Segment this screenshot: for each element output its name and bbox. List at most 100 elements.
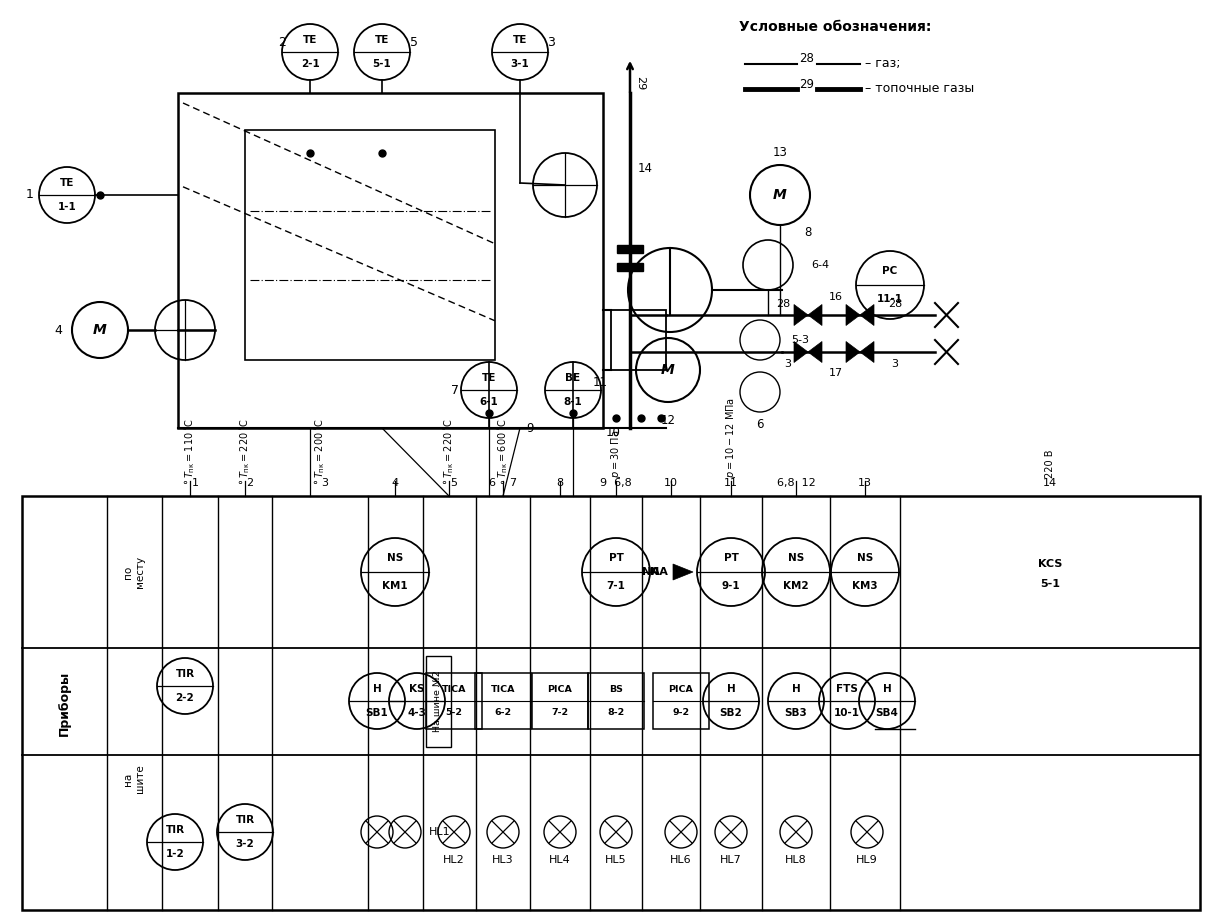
Polygon shape xyxy=(846,342,860,363)
Text: TE: TE xyxy=(513,36,527,45)
Text: $p=10-12$ МПа: $p=10-12$ МПа xyxy=(723,397,738,478)
Text: HL2: HL2 xyxy=(444,855,464,865)
Bar xyxy=(22,496,1200,910)
Text: PT: PT xyxy=(723,553,738,563)
Text: 7-1: 7-1 xyxy=(606,581,626,591)
Text: 3: 3 xyxy=(785,359,792,369)
Text: KM1: KM1 xyxy=(382,581,408,591)
Polygon shape xyxy=(617,245,643,253)
Text: FTS: FTS xyxy=(836,685,858,695)
Text: TE: TE xyxy=(481,373,496,383)
Text: 9: 9 xyxy=(527,421,534,434)
Text: На шине №2: На шине №2 xyxy=(434,670,442,732)
Text: $\circ$ 1: $\circ$ 1 xyxy=(181,476,199,488)
Text: SB1: SB1 xyxy=(365,707,389,717)
Text: 9-2: 9-2 xyxy=(672,708,689,717)
Text: 11: 11 xyxy=(593,377,607,389)
Text: HL5: HL5 xyxy=(605,855,627,865)
Bar xyxy=(475,673,532,729)
Text: 5-2: 5-2 xyxy=(446,708,462,717)
Text: 7: 7 xyxy=(451,384,459,397)
Text: 5-1: 5-1 xyxy=(1040,579,1059,589)
Text: TE: TE xyxy=(375,36,389,45)
Text: KCS: KCS xyxy=(1037,559,1062,569)
Text: 3-1: 3-1 xyxy=(511,58,529,69)
Text: 29: 29 xyxy=(799,78,815,90)
Text: 220 В: 220 В xyxy=(1045,450,1055,478)
Text: HL7: HL7 xyxy=(720,855,742,865)
Bar xyxy=(426,656,451,747)
Polygon shape xyxy=(860,304,874,325)
Text: $\circ$ 2: $\circ$ 2 xyxy=(236,476,254,488)
Text: KM2: KM2 xyxy=(783,581,809,591)
Text: 6-4: 6-4 xyxy=(811,260,829,270)
Text: SB3: SB3 xyxy=(785,707,808,717)
Text: PICA: PICA xyxy=(668,685,693,694)
Text: 28: 28 xyxy=(776,299,791,309)
Polygon shape xyxy=(617,263,643,271)
Text: 1-1: 1-1 xyxy=(57,202,76,212)
Text: TICA: TICA xyxy=(491,685,516,694)
Text: TIR: TIR xyxy=(236,815,254,825)
Text: – газ;: – газ; xyxy=(865,58,901,70)
Bar xyxy=(178,93,602,428)
Text: 1-2: 1-2 xyxy=(166,849,185,859)
Text: Условные обозначения:: Условные обозначения: xyxy=(739,20,931,34)
Bar xyxy=(244,130,495,360)
Text: TICA: TICA xyxy=(441,685,467,694)
Bar xyxy=(653,673,709,729)
Text: по
месту: по месту xyxy=(123,556,144,588)
Polygon shape xyxy=(808,304,822,325)
Text: 16: 16 xyxy=(829,292,843,302)
Text: 14: 14 xyxy=(638,162,653,175)
Text: TIR: TIR xyxy=(165,825,185,835)
Text: 11-1: 11-1 xyxy=(877,294,903,304)
Text: $\circ$ 3: $\circ$ 3 xyxy=(310,476,329,488)
Text: 5: 5 xyxy=(411,37,418,49)
Text: HL8: HL8 xyxy=(785,855,807,865)
Text: TE: TE xyxy=(60,178,75,188)
Polygon shape xyxy=(794,304,808,325)
Text: 6 $\circ$ 7: 6 $\circ$ 7 xyxy=(489,476,518,488)
Text: H: H xyxy=(727,685,736,695)
Text: 2-1: 2-1 xyxy=(301,58,319,69)
Text: 3: 3 xyxy=(547,37,555,49)
Text: M: M xyxy=(661,363,675,377)
Text: SB4: SB4 xyxy=(875,707,898,717)
Text: PC: PC xyxy=(882,266,898,276)
Text: NA: NA xyxy=(642,567,660,577)
Text: KS: KS xyxy=(409,685,425,695)
Text: 4-3: 4-3 xyxy=(408,707,426,717)
Bar xyxy=(532,673,588,729)
Polygon shape xyxy=(673,564,693,580)
Text: 9-1: 9-1 xyxy=(722,581,741,591)
Text: $\circ$ 5: $\circ$ 5 xyxy=(440,476,458,488)
Text: 8: 8 xyxy=(804,226,811,239)
Text: PT: PT xyxy=(609,553,623,563)
Text: NA: NA xyxy=(650,567,668,577)
Text: HL3: HL3 xyxy=(492,855,513,865)
Text: 6,8  12: 6,8 12 xyxy=(777,478,815,488)
Text: 8: 8 xyxy=(556,478,563,488)
Text: 5-1: 5-1 xyxy=(373,58,391,69)
Text: HL6: HL6 xyxy=(670,855,692,865)
Text: $T_{\rm пк}=110\,^{\circ}$C: $T_{\rm пк}=110\,^{\circ}$C xyxy=(183,418,197,478)
Text: SB2: SB2 xyxy=(720,707,743,717)
Text: 3: 3 xyxy=(892,359,898,369)
Polygon shape xyxy=(808,342,822,363)
Text: 3-2: 3-2 xyxy=(236,839,254,849)
Text: PICA: PICA xyxy=(547,685,572,694)
Text: M: M xyxy=(93,323,106,337)
Bar xyxy=(426,673,481,729)
Polygon shape xyxy=(794,342,808,363)
Bar xyxy=(588,673,644,729)
Text: 5-3: 5-3 xyxy=(791,335,809,345)
Text: NS: NS xyxy=(387,553,403,563)
Text: BE: BE xyxy=(566,373,580,383)
Text: HL9: HL9 xyxy=(857,855,877,865)
Text: TE: TE xyxy=(303,36,318,45)
Text: 28: 28 xyxy=(888,299,902,309)
Text: BS: BS xyxy=(609,685,623,694)
Text: 29: 29 xyxy=(635,76,645,90)
Text: $T_{\rm пк}=220\,^{\circ}$C: $T_{\rm пк}=220\,^{\circ}$C xyxy=(238,418,252,478)
